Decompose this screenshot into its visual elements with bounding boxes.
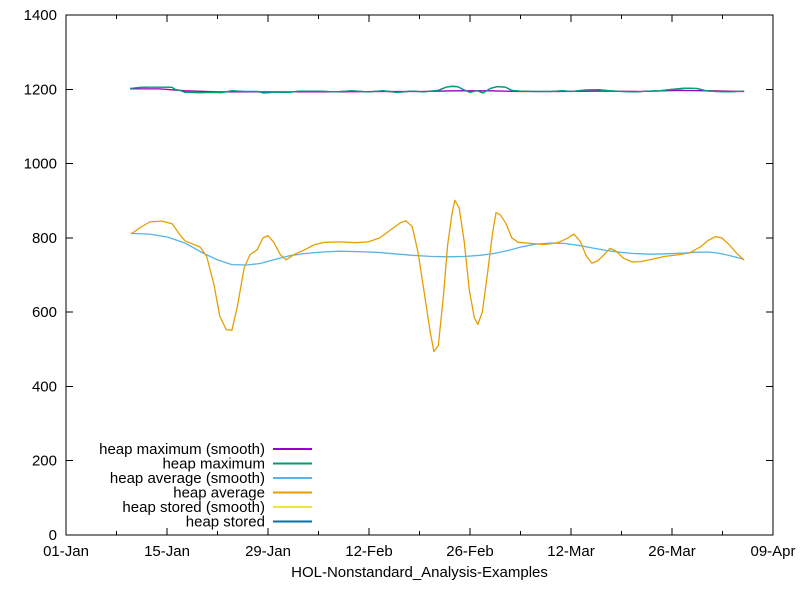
legend-label: heap average xyxy=(173,485,265,502)
series-line-heap-average-smooth xyxy=(130,232,745,266)
y-tick-label: 1400 xyxy=(24,7,57,24)
x-tick-label: 26-Feb xyxy=(446,543,494,560)
x-tick-label: 01-Jan xyxy=(43,543,89,560)
y-tick-label: 200 xyxy=(32,453,57,470)
y-tick-label: 1200 xyxy=(24,81,57,98)
y-tick-label: 0 xyxy=(49,527,57,544)
series-line-heap-maximum xyxy=(130,85,745,94)
y-tick-label: 1000 xyxy=(24,156,57,173)
legend-label: heap stored xyxy=(186,514,265,531)
legend-label: heap average (smooth) xyxy=(110,470,265,487)
legend-entry-heap-stored: heap stored xyxy=(186,514,312,531)
y-tick-label: 600 xyxy=(32,304,57,321)
x-tick-label: 15-Jan xyxy=(144,543,190,560)
legend-entry-heap-maximum-smooth: heap maximum (smooth) xyxy=(99,441,312,458)
x-axis-title: HOL-Nonstandard_Analysis-Examples xyxy=(291,564,548,581)
series-layer xyxy=(130,85,745,353)
axis-ticks xyxy=(65,14,774,536)
axes-layer: 0 200 400 600 800 1000 1200 1400 01-Jan 15-Jan 29-… xyxy=(24,7,796,560)
legend-entry-heap-maximum: heap maximum xyxy=(162,456,312,473)
y-tick-label: 400 xyxy=(32,378,57,395)
x-tick-label: 29-Jan xyxy=(245,543,291,560)
x-tick-label: 26-Mar xyxy=(648,543,696,560)
legend-label: heap maximum xyxy=(162,456,265,473)
x-tick-label: 09-Apr xyxy=(750,543,795,560)
legend-label: heap maximum (smooth) xyxy=(99,441,265,458)
y-tick-label: 800 xyxy=(32,230,57,247)
x-tick-label: 12-Feb xyxy=(345,543,393,560)
series-line-heap-average xyxy=(130,199,745,353)
legend-entry-heap-average-smooth: heap average (smooth) xyxy=(110,470,312,487)
legend-entry-heap-average: heap average xyxy=(173,485,312,502)
legend-entry-heap-stored-smooth: heap stored (smooth) xyxy=(122,499,312,516)
legend-label: heap stored (smooth) xyxy=(122,499,265,516)
x-tick-label: 12-Mar xyxy=(547,543,595,560)
